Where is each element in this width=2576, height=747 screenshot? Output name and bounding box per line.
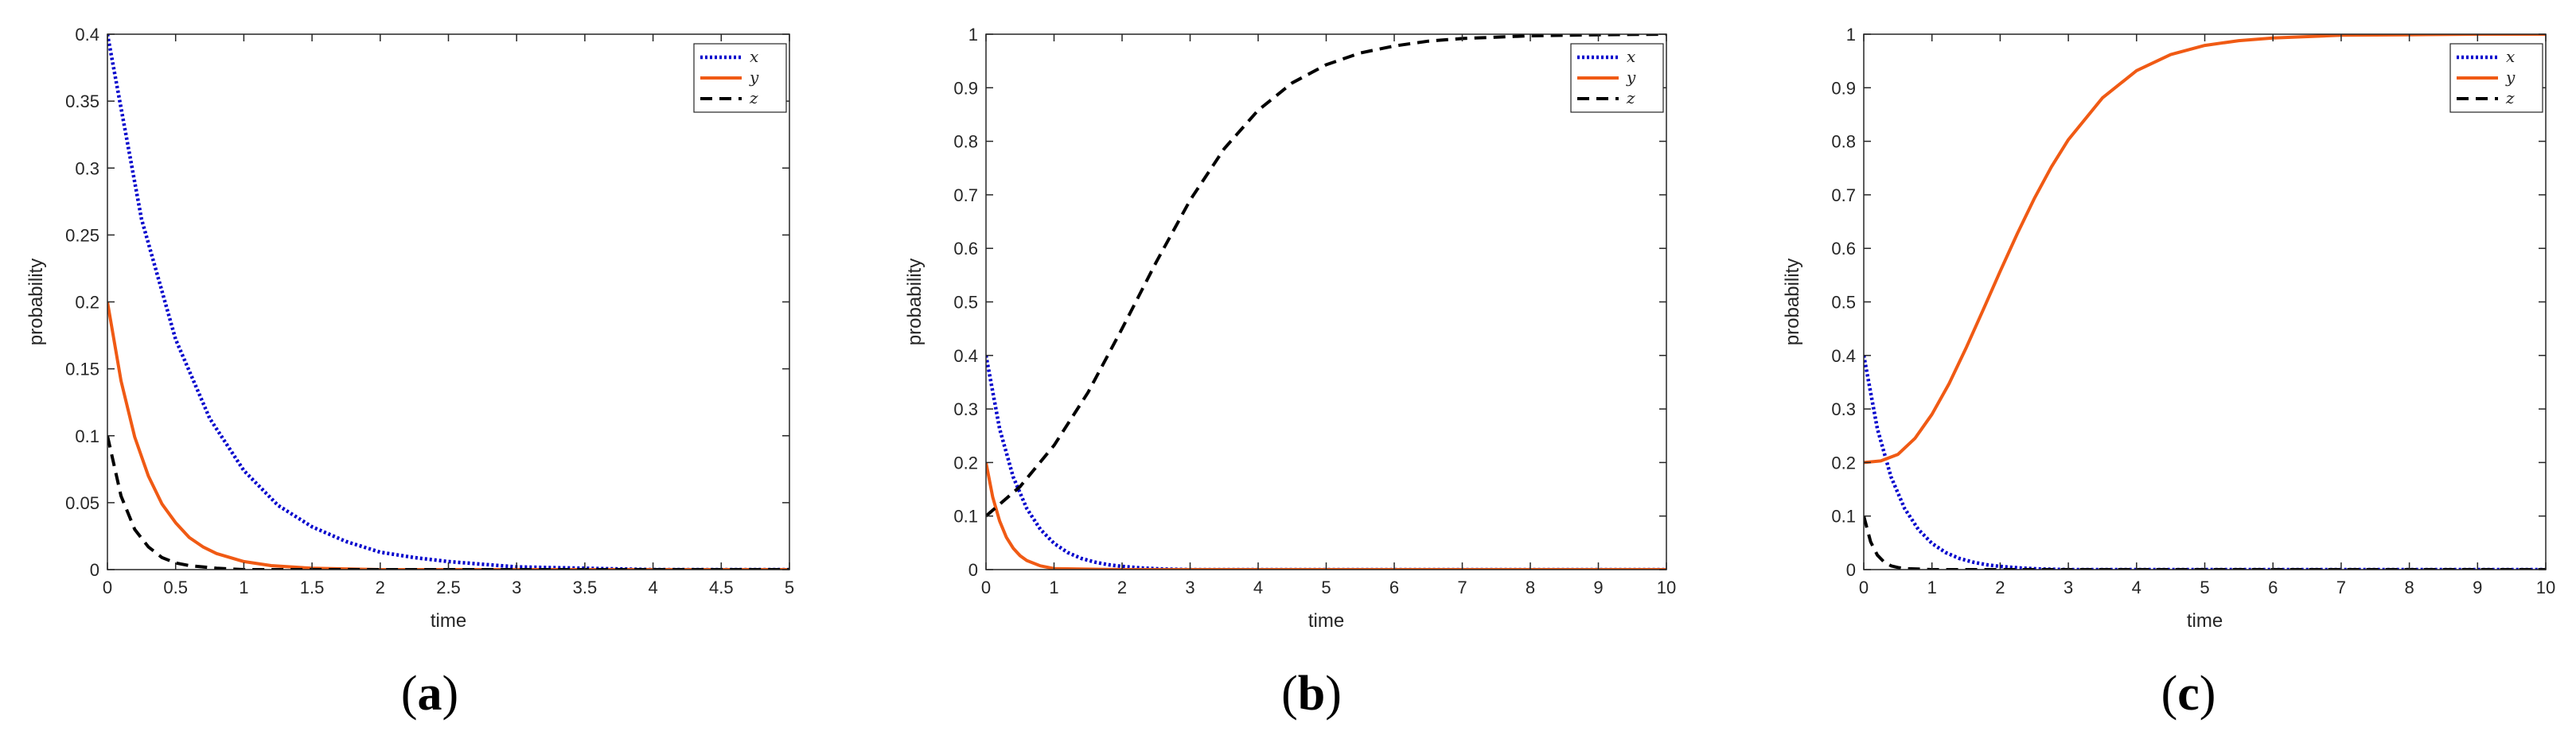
y-tick-label: 0.7 [953, 185, 978, 205]
y-tick-label: 1 [968, 25, 978, 45]
y-tick-label: 0.35 [65, 91, 99, 111]
legend-label-z: z [2505, 88, 2515, 107]
caption-c: (c) [2161, 667, 2216, 721]
x-tick-label: 6 [1389, 578, 1399, 597]
y-tick-label: 0.2 [1831, 453, 1856, 473]
series-line-y [1864, 34, 2546, 465]
legend-label-z: z [1626, 88, 1635, 107]
series-line-y [107, 302, 789, 570]
y-tick-label: 0.6 [1831, 239, 1856, 259]
y-tick-label: 0.1 [75, 426, 99, 446]
x-tick-label: 0 [103, 578, 112, 597]
y-tick-label: 0.5 [1831, 293, 1856, 313]
x-tick-label: 3.5 [573, 578, 598, 597]
y-tick-label: 0 [1846, 560, 1856, 580]
y-tick-label: 0 [90, 560, 99, 580]
x-tick-label: 4 [2132, 578, 2141, 597]
x-tick-label: 3 [512, 578, 521, 597]
series-line-z [1864, 516, 2546, 570]
y-tick-label: 0.3 [75, 158, 99, 178]
legend-label-x: x [750, 47, 758, 66]
x-axis-label: time [2187, 610, 2223, 632]
x-tick-label: 5 [785, 578, 794, 597]
y-tick-label: 0.3 [953, 399, 978, 419]
x-tick-label: 4 [1253, 578, 1263, 597]
x-tick-label: 4 [648, 578, 657, 597]
legend-label-z: z [749, 88, 758, 107]
legend-label-y: y [749, 68, 759, 87]
x-tick-label: 6 [2268, 578, 2278, 597]
y-tick-label: 0.8 [953, 132, 978, 152]
y-tick-label: 1 [1846, 25, 1856, 45]
legend-label-y: y [2505, 68, 2516, 87]
x-axis-label: time [1308, 610, 1344, 632]
y-tick-label: 0.25 [65, 225, 99, 245]
y-tick-label: 0.6 [953, 239, 978, 259]
legend-label-x: x [2506, 47, 2515, 66]
x-tick-label: 3 [2064, 578, 2073, 597]
x-tick-label: 9 [2473, 578, 2482, 597]
y-tick-label: 0.4 [953, 346, 978, 366]
y-tick-label: 0.1 [953, 507, 978, 527]
y-tick-label: 0.7 [1831, 185, 1856, 205]
panel-b: 0 1 2 3 4 5 6 7 8 9 10 0 0.1 0.2 0.3 0.4 0.5 0.6 0.7 0.8 0.9… [904, 25, 1676, 632]
series-line-y [986, 462, 1666, 570]
caption-b: (b) [1281, 667, 1342, 721]
x-tick-label: 2 [1995, 578, 2005, 597]
y-tick-label: 0.3 [1831, 399, 1856, 419]
x-tick-label: 10 [1657, 578, 1676, 597]
x-tick-label: 8 [2404, 578, 2414, 597]
caption-a: (a) [401, 667, 458, 721]
y-tick-label: 0.05 [65, 493, 99, 513]
y-tick-label: 0.2 [75, 293, 99, 313]
x-tick-label: 0 [981, 578, 991, 597]
x-tick-label: 8 [1526, 578, 1535, 597]
y-tick-label: 0.9 [953, 78, 978, 98]
y-tick-label: 0.15 [65, 360, 99, 379]
x-tick-label: 10 [2536, 578, 2555, 597]
legend-label-y: y [1626, 68, 1636, 87]
x-tick-label: 2 [376, 578, 385, 597]
x-tick-label: 1 [1049, 578, 1058, 597]
y-axis-label: probability [25, 259, 47, 345]
y-axis-label: probability [904, 259, 926, 345]
x-tick-label: 9 [1593, 578, 1603, 597]
x-tick-label: 4.5 [709, 578, 734, 597]
x-tick-label: 2 [1117, 578, 1127, 597]
x-tick-label: 2.5 [436, 578, 461, 597]
y-tick-label: 0.2 [953, 453, 978, 473]
y-tick-label: 0.5 [953, 293, 978, 313]
legend: xyz [2449, 43, 2543, 113]
legend: xyz [1570, 43, 1664, 113]
x-tick-label: 7 [1457, 578, 1467, 597]
x-axis-label: time [431, 610, 466, 632]
y-tick-label: 0 [968, 560, 978, 580]
y-axis-label: probability [1782, 259, 1803, 345]
y-tick-label: 0.1 [1831, 507, 1856, 527]
x-tick-label: 0.5 [163, 578, 188, 597]
y-tick-label: 0.9 [1831, 78, 1856, 98]
legend: xyz [693, 43, 787, 113]
x-tick-label: 3 [1185, 578, 1194, 597]
panel-a: 0 0.5 1 1.5 2 2.5 3 3.5 4 4.5 5 0 0.05 0.1 0.15 0.2 0.25… [25, 25, 794, 632]
x-tick-label: 0 [1859, 578, 1869, 597]
x-tick-label: 7 [2336, 578, 2346, 597]
x-tick-label: 1 [239, 578, 248, 597]
x-tick-label: 1 [1927, 578, 1937, 597]
x-tick-label: 1.5 [300, 578, 325, 597]
x-tick-label: 5 [2200, 578, 2209, 597]
y-tick-label: 0.4 [1831, 346, 1856, 366]
panel-c: 0 1 2 3 4 5 6 7 8 9 10 0 0.1 0.2 0.3 0.4 0.5 0.6 0.7 0.8 0.9… [1782, 25, 2555, 632]
series-line-z [107, 435, 789, 570]
x-tick-label: 5 [1321, 578, 1331, 597]
y-tick-label: 0.4 [75, 25, 99, 45]
legend-label-x: x [1627, 47, 1635, 66]
y-tick-label: 0.8 [1831, 132, 1856, 152]
